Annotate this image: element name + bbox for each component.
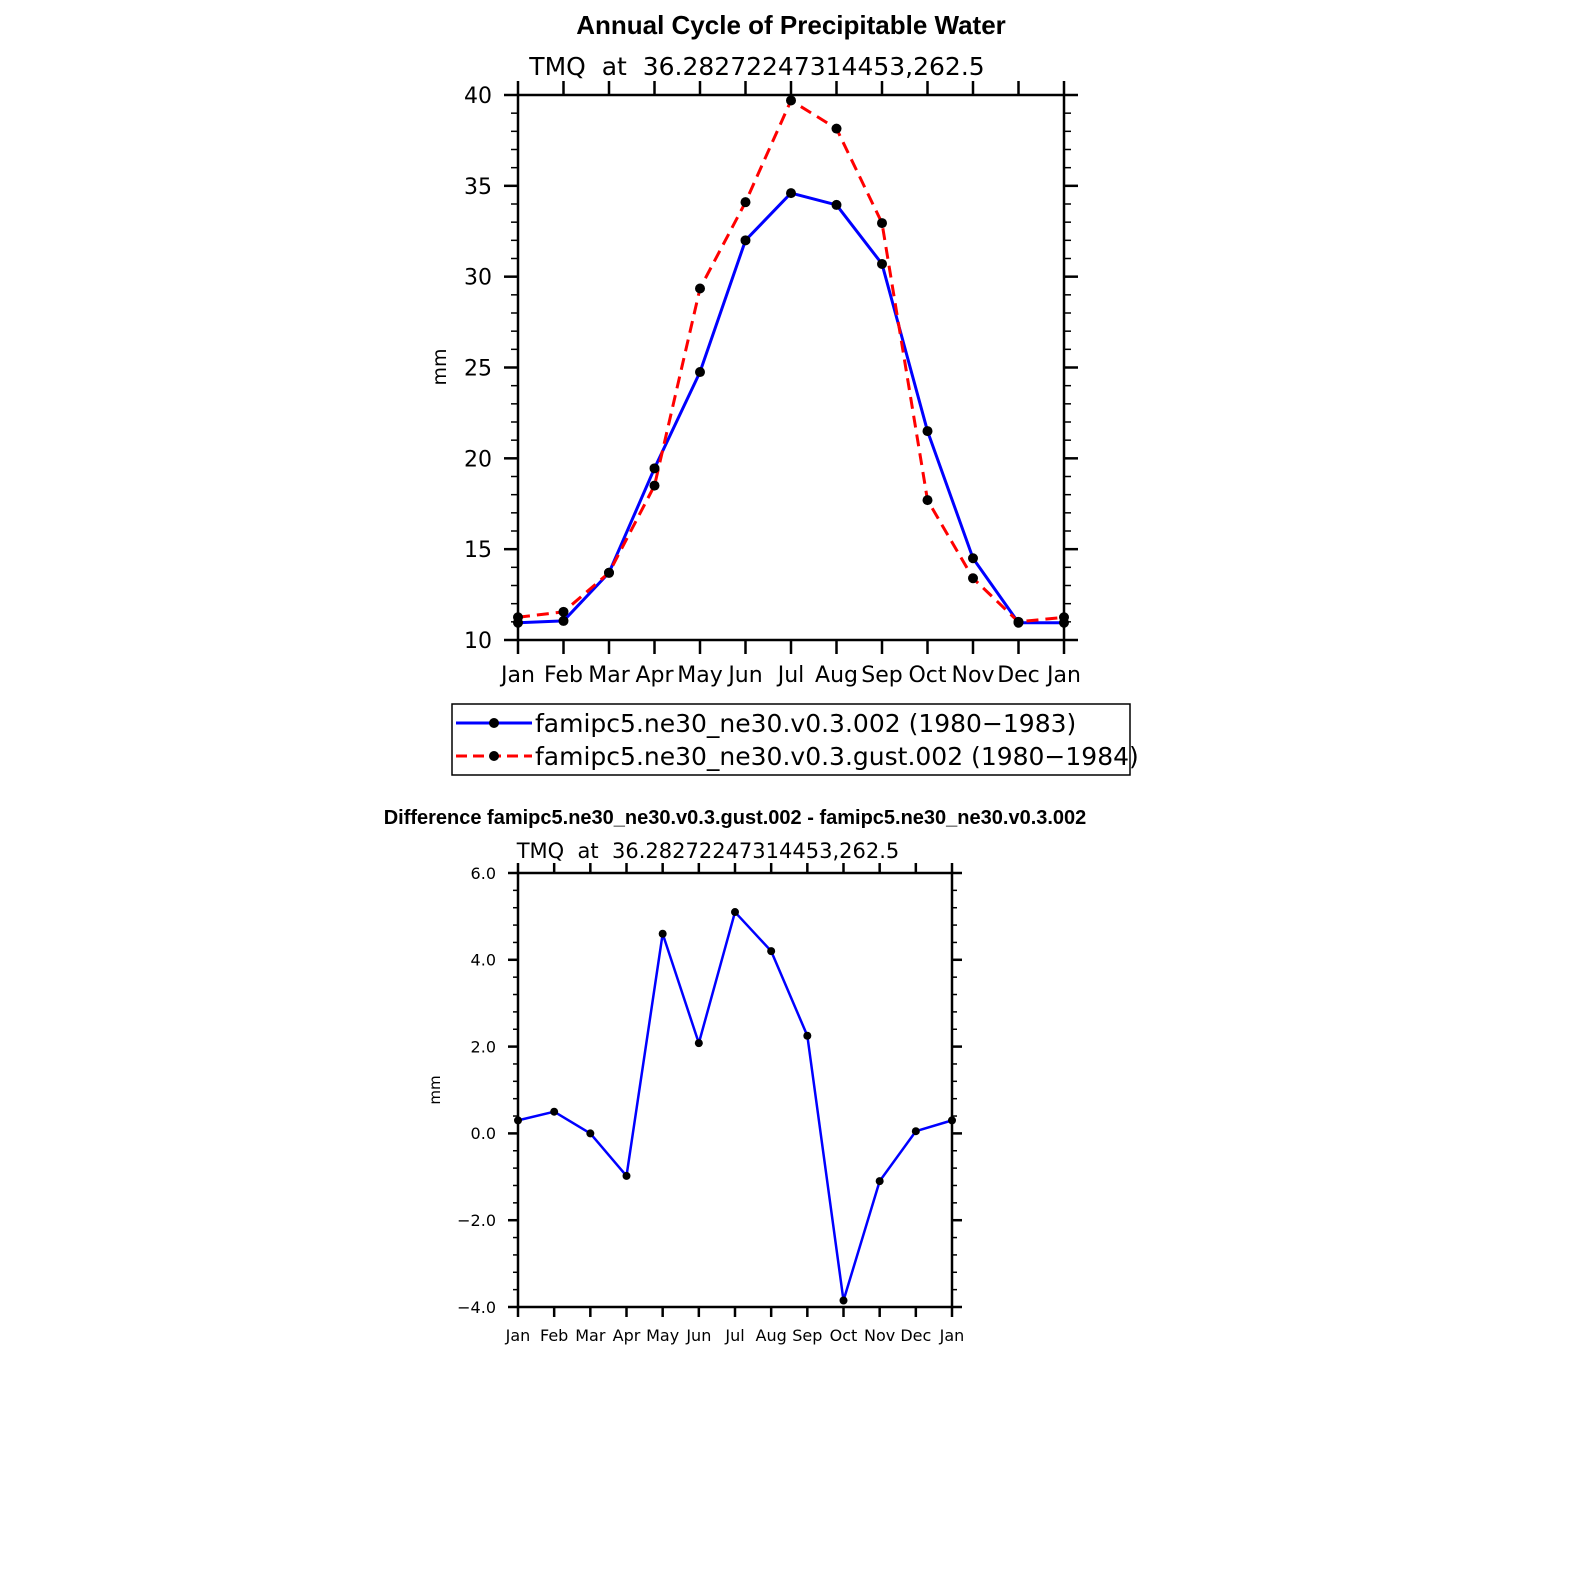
x-tick-label: Oct [908,663,946,688]
series-1-point [831,199,842,210]
chart1-legend: famipc5.ne30_ne30.v0.3.002 (1980−1983) f… [451,703,1139,776]
x-tick-label: Apr [613,1326,641,1345]
chart2-ylabel: mm [426,1075,444,1104]
series-1-point [839,1296,848,1305]
series-1-point [731,908,739,917]
series-2-point [558,606,569,617]
y-tick-label: 35 [464,175,492,200]
legend-entry-1: famipc5.ne30_ne30.v0.3.002 (1980−1983) [456,709,1076,738]
series-2-point [831,123,842,134]
series-1-point [658,929,667,938]
series-line-2 [517,98,1065,624]
y-tick-label: 10 [464,629,492,654]
chart2-subtitle: TMQ at 36.28272247314453,262.5 [516,839,900,863]
x-tick-label: Sep [792,1326,822,1345]
x-tick-label: Mar [575,1326,606,1345]
y-tick-label: 20 [464,447,492,472]
legend-label-1: famipc5.ne30_ne30.v0.3.002 (1980−1983) [535,709,1076,738]
x-tick-label: Aug [756,1326,787,1345]
series-1-point [786,188,796,199]
legend-marker-2 [489,751,499,761]
series-1-point [922,426,933,437]
y-tick-label: 30 [464,266,492,291]
x-tick-label: May [677,663,722,688]
x-tick-label: Jan [1045,663,1081,688]
series-line-1 [517,910,953,1302]
x-tick-label: Mar [588,663,630,688]
series-1-point [875,1177,884,1186]
x-tick-label: Feb [540,1326,568,1345]
x-tick-label: Jul [724,1326,744,1345]
series-1-point [622,1171,631,1180]
series-line-1 [517,191,1064,625]
legend-entry-2: famipc5.ne30_ne30.v0.3.gust.002 (1980−19… [456,742,1139,771]
legend-label-2: famipc5.ne30_ne30.v0.3.gust.002 (1980−19… [535,742,1139,771]
x-tick-label: Nov [952,663,995,688]
y-tick-label: 4.0 [471,951,496,970]
x-tick-label: Jun [685,1326,711,1345]
series-2-point [968,573,978,584]
annual-cycle-chart: Annual Cycle of Precipitable Water TMQ a… [429,10,1081,688]
y-tick-label: −2.0 [457,1211,496,1230]
x-tick-label: Oct [830,1326,858,1345]
x-tick-label: Jan [505,1326,531,1345]
series-2-point [740,197,751,208]
series-1-point [740,235,751,246]
series-1-point [767,947,776,956]
difference-chart: Difference famipc5.ne30_ne30.v0.3.gust.0… [384,807,1087,1345]
series-2-point [604,567,614,578]
series-2-point [695,283,705,294]
series-2-point [922,495,933,506]
chart1-ylabel: mm [429,348,451,385]
series-1-point [803,1031,812,1040]
chart2-title: Difference famipc5.ne30_ne30.v0.3.gust.0… [384,807,1087,829]
legend-marker-1 [489,718,499,728]
x-tick-label: Aug [815,663,858,688]
series-2-point [786,95,796,106]
y-tick-label: 2.0 [471,1037,496,1056]
x-tick-label: Dec [900,1326,931,1345]
x-tick-label: Feb [544,663,583,688]
series-2-point [1013,616,1024,627]
y-tick-label: −4.0 [457,1298,496,1317]
chart2-plot-frame [516,871,954,1309]
series-1-point [558,615,569,626]
chart1-subtitle: TMQ at 36.28272247314453,262.5 [528,52,984,81]
series-1-point [968,553,978,564]
x-tick-label: Nov [864,1326,895,1345]
x-tick-label: Jan [939,1326,965,1345]
legend-box [451,703,1131,776]
x-tick-label: Dec [997,663,1040,688]
y-tick-label: 40 [464,84,492,109]
x-tick-label: Sep [861,663,902,688]
series-1-point [694,1039,703,1048]
x-tick-label: Jul [776,663,805,688]
chart1-title: Annual Cycle of Precipitable Water [576,10,1006,40]
series-1-point [695,367,705,378]
series-1-point [649,463,660,474]
series-1-point [586,1129,595,1138]
x-tick-label: Jun [726,663,762,688]
x-tick-label: Jan [499,663,535,688]
series-2-point [649,480,660,491]
series-1-point [911,1127,920,1136]
x-tick-label: May [646,1326,679,1345]
x-tick-label: Apr [635,663,674,688]
chart1-plot-frame [516,93,1066,642]
series-2-point [877,218,887,229]
y-tick-label: 25 [464,356,492,381]
y-tick-label: 0.0 [471,1124,496,1143]
y-tick-label: 15 [464,538,492,563]
series-1-point [550,1107,559,1116]
series-1-point [877,258,887,269]
y-tick-label: 6.0 [471,864,496,883]
